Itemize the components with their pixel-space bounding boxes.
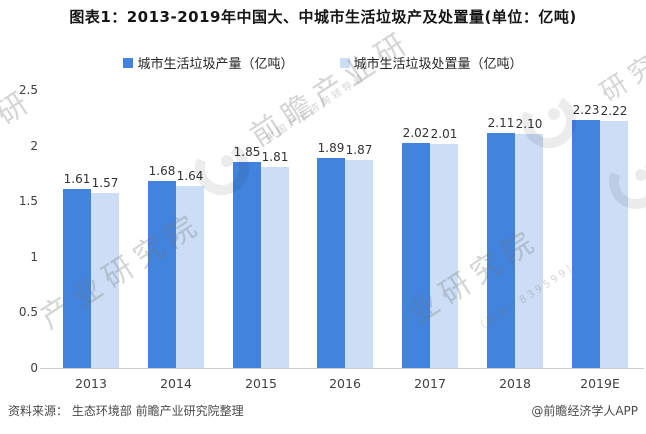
legend-label-production: 城市生活垃圾产量（亿吨） <box>137 57 294 72</box>
app-credit: @前瞻经济学人APP <box>531 404 638 418</box>
x-axis-category-label: 2018 <box>499 376 531 391</box>
legend: 城市生活垃圾产量（亿吨） 城市生活垃圾处置量（亿吨） <box>0 53 646 72</box>
bar-value-production: 2.23 <box>572 103 600 117</box>
y-axis-tick-label: 1.5 <box>18 194 38 208</box>
bar-value-disposal: 2.22 <box>600 104 628 118</box>
bar-production <box>487 133 515 368</box>
y-axis-tick-label: 1 <box>30 250 38 264</box>
legend-swatch-disposal-icon <box>339 57 350 68</box>
bar-value-disposal: 1.57 <box>91 176 119 190</box>
bar-value-disposal: 1.64 <box>176 169 204 183</box>
bar-value-disposal: 1.87 <box>345 143 373 157</box>
y-axis-tick-label: 2.5 <box>18 83 38 97</box>
legend-item-disposal: 城市生活垃圾处置量（亿吨） <box>339 53 523 72</box>
x-axis-category-label: 2019E <box>580 376 620 391</box>
bar-value-production: 1.85 <box>233 145 261 159</box>
bar-value-disposal: 1.81 <box>261 150 289 164</box>
bar-value-disposal: 2.10 <box>515 117 543 131</box>
y-axis-tick-label: 2 <box>30 139 38 153</box>
y-axis-tick-label: 0 <box>30 361 38 375</box>
x-axis-category-label: 2016 <box>329 376 361 391</box>
bar-value-production: 1.89 <box>317 141 345 155</box>
bar-value-production: 2.11 <box>487 116 515 130</box>
bar-production <box>63 189 91 368</box>
x-axis-category-label: 2013 <box>75 376 107 391</box>
legend-item-production: 城市生活垃圾产量（亿吨） <box>123 53 294 72</box>
bar-disposal <box>345 160 373 368</box>
bar-value-disposal: 2.01 <box>430 127 458 141</box>
legend-label-disposal: 城市生活垃圾处置量（亿吨） <box>353 57 523 72</box>
bar-disposal <box>176 186 204 368</box>
x-axis-category-label: 2014 <box>160 376 192 391</box>
bar-disposal <box>515 134 543 368</box>
y-axis-tick-label: 0.5 <box>18 305 38 319</box>
bar-disposal <box>430 144 458 368</box>
bar-production <box>148 181 176 368</box>
bar-production <box>317 158 345 368</box>
bar-disposal <box>600 121 628 368</box>
bar-disposal <box>91 193 119 368</box>
bar-production <box>402 143 430 368</box>
legend-swatch-production-icon <box>123 57 134 68</box>
x-axis-line <box>40 368 644 369</box>
x-axis-category-label: 2015 <box>245 376 277 391</box>
bar-value-production: 1.61 <box>63 172 91 186</box>
chart-title: 图表1：2013-2019年中国大、中城市生活垃圾产及处置量(单位：亿吨) <box>69 8 577 26</box>
bar-value-production: 2.02 <box>402 126 430 140</box>
bar-production <box>572 120 600 368</box>
footer: 资料来源： 生态环境部 前瞻产业研究院整理 @前瞻经济学人APP <box>0 402 646 419</box>
source-note: 资料来源： 生态环境部 前瞻产业研究院整理 <box>8 404 244 418</box>
bar-production <box>233 162 261 368</box>
x-axis-category-label: 2017 <box>414 376 446 391</box>
bar-disposal <box>261 167 289 368</box>
bar-value-production: 1.68 <box>148 164 176 178</box>
